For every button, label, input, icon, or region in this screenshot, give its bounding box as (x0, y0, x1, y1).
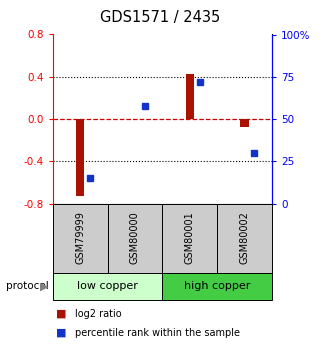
Text: GSM79999: GSM79999 (75, 211, 85, 265)
Text: protocol: protocol (6, 282, 49, 291)
Text: ■: ■ (56, 309, 67, 319)
Text: GSM80000: GSM80000 (130, 212, 140, 264)
Text: low copper: low copper (77, 282, 138, 291)
Text: GSM80002: GSM80002 (240, 211, 250, 265)
Text: GSM80001: GSM80001 (185, 212, 195, 264)
Bar (76, 119, 84, 196)
Text: high copper: high copper (184, 282, 250, 291)
Bar (186, 73, 194, 119)
Text: log2 ratio: log2 ratio (75, 309, 122, 319)
Text: percentile rank within the sample: percentile rank within the sample (75, 328, 240, 338)
Text: ■: ■ (56, 328, 67, 338)
Bar (241, 119, 249, 128)
Text: GDS1571 / 2435: GDS1571 / 2435 (100, 10, 220, 25)
Text: ▶: ▶ (40, 282, 49, 291)
